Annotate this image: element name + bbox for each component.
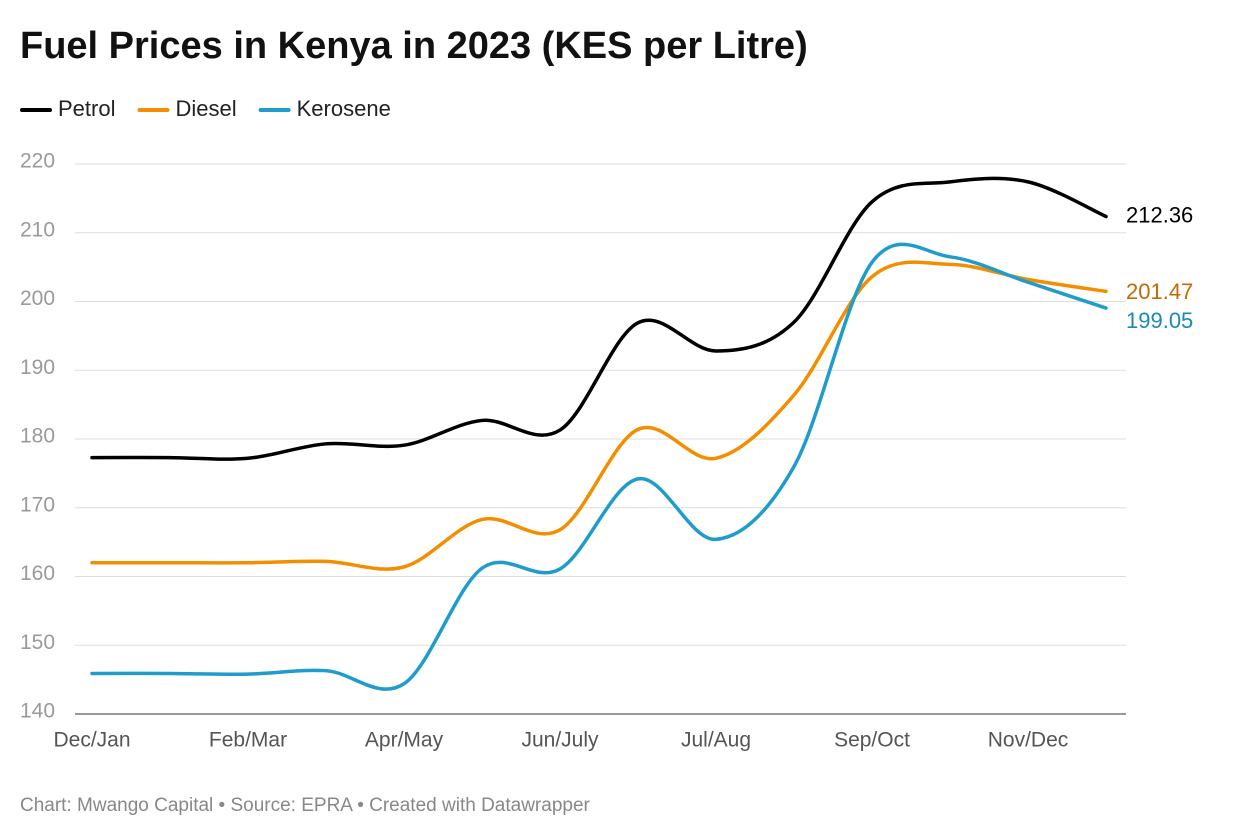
x-tick-label: Feb/Mar (209, 729, 287, 752)
y-tick-label: 220 (20, 150, 55, 173)
value-label: 212.36 (1126, 202, 1193, 227)
y-tick-label: 210 (20, 218, 55, 241)
value-label: 201.47 (1126, 279, 1193, 304)
legend-label: Kerosene (297, 96, 391, 121)
legend-label: Diesel (175, 96, 236, 121)
legend-label: Petrol (58, 96, 115, 121)
y-tick-label: 160 (20, 562, 55, 585)
y-tick-label: 170 (20, 493, 55, 516)
legend: Petrol Diesel Kerosene (20, 96, 391, 121)
lines: 212.36 201.47 199.05 (90, 176, 1193, 691)
x-tick-label: Nov/Dec (988, 729, 1069, 752)
chart-title: Fuel Prices in Kenya in 2023 (KES per Li… (20, 25, 808, 67)
x-tick-label: Sep/Oct (834, 729, 910, 752)
y-tick-label: 150 (20, 631, 55, 654)
x-tick-label: Apr/May (365, 729, 444, 752)
series-line (90, 260, 1108, 571)
y-tick-label: 180 (20, 425, 55, 448)
grid: 140 150 160 170 180 190 200 210 220 Dec/Jan Feb/Ma… (20, 150, 1126, 752)
x-tick-label: Jul/Aug (681, 729, 751, 752)
y-tick-label: 190 (20, 356, 55, 379)
value-label: 199.05 (1126, 308, 1193, 333)
y-tick-label: 140 (20, 700, 55, 723)
series-line (90, 176, 1108, 461)
x-tick-label: Dec/Jan (53, 729, 130, 752)
x-tick-label: Jun/July (521, 729, 599, 752)
y-tick-label: 200 (20, 287, 55, 310)
source-note: Chart: Mwango Capital • Source: EPRA • C… (20, 795, 591, 816)
series-line (90, 242, 1108, 691)
